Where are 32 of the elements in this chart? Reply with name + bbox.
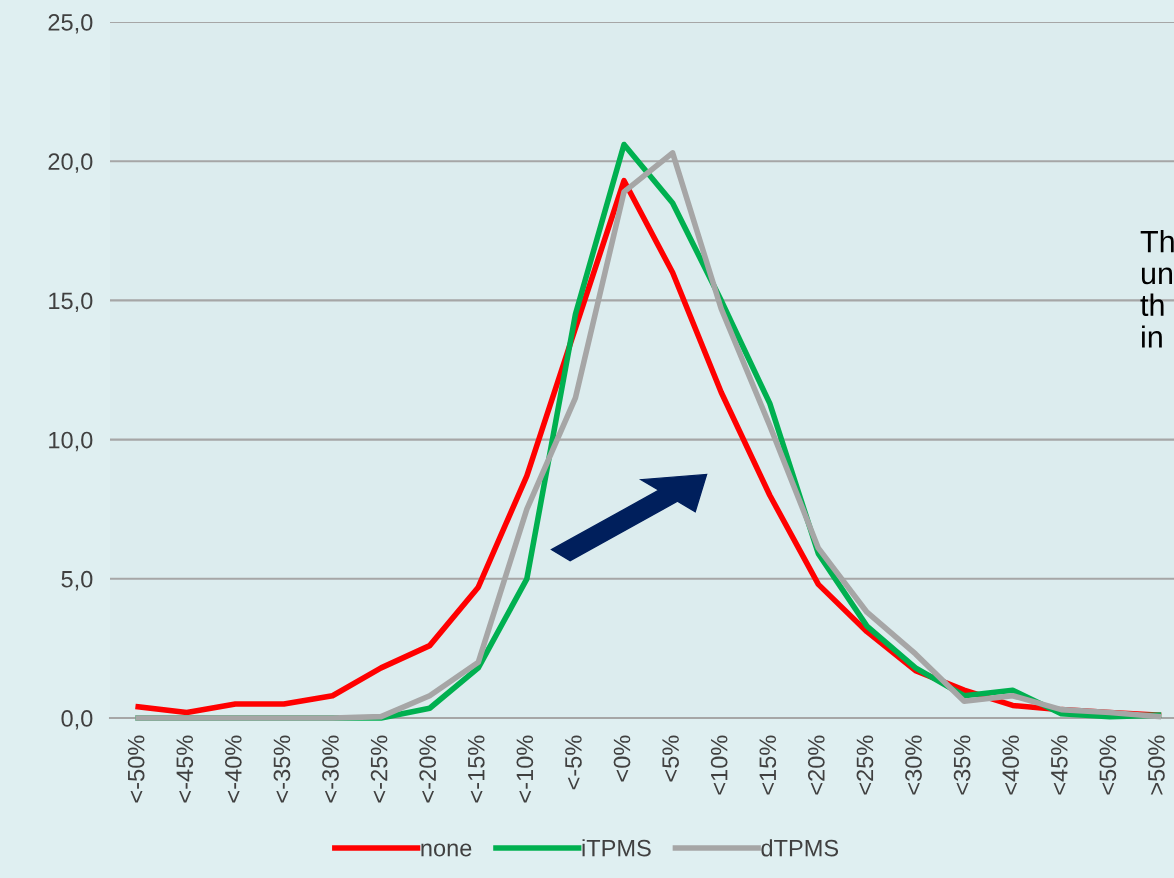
- x-tick-label: >50%: [1148, 735, 1165, 795]
- x-tick-label: <30%: [905, 735, 922, 795]
- y-tick-label: 15,0: [49, 292, 93, 312]
- x-tick-label: <20%: [807, 735, 825, 795]
- annotation: Th un th in: [1140, 230, 1174, 348]
- x-tick-label: <-35%: [273, 735, 291, 803]
- x-tick-label: <-45%: [176, 735, 194, 803]
- x-tick-label: <5%: [662, 735, 679, 782]
- x-tick-label: <-20%: [419, 735, 437, 803]
- x-tick-label: <0%: [613, 735, 631, 782]
- x-tick-label: <50%: [1099, 735, 1117, 795]
- x-tick-label: <-30%: [322, 735, 339, 803]
- x-tick-label: <10%: [710, 735, 728, 795]
- x-tick-label: <40%: [1002, 735, 1020, 795]
- y-tick-label: 5,0: [61, 570, 93, 591]
- x-tick-label: <-15%: [467, 735, 485, 803]
- x-tick-label: <-10%: [516, 735, 534, 803]
- legend-label: none: [421, 843, 472, 857]
- y-tick-label: 25,0: [48, 14, 93, 34]
- x-tick-label: <-40%: [224, 735, 242, 803]
- y-tick-label: 10,0: [49, 431, 93, 452]
- x-tick-label: <-5%: [565, 735, 582, 790]
- y-tick-label: 0,0: [61, 710, 93, 730]
- x-tick-label: <-50%: [127, 735, 145, 803]
- legend-label: dTPMS: [761, 839, 839, 857]
- x-tick-label: <45%: [1051, 735, 1068, 795]
- x-tick-label: <35%: [953, 735, 971, 795]
- y-tick-label: 20,0: [48, 153, 93, 173]
- legend-label: iTPMS: [582, 839, 651, 857]
- x-tick-label: <-25%: [370, 735, 388, 803]
- x-tick-label: <15%: [759, 735, 777, 795]
- x-tick-label: <25%: [856, 735, 874, 795]
